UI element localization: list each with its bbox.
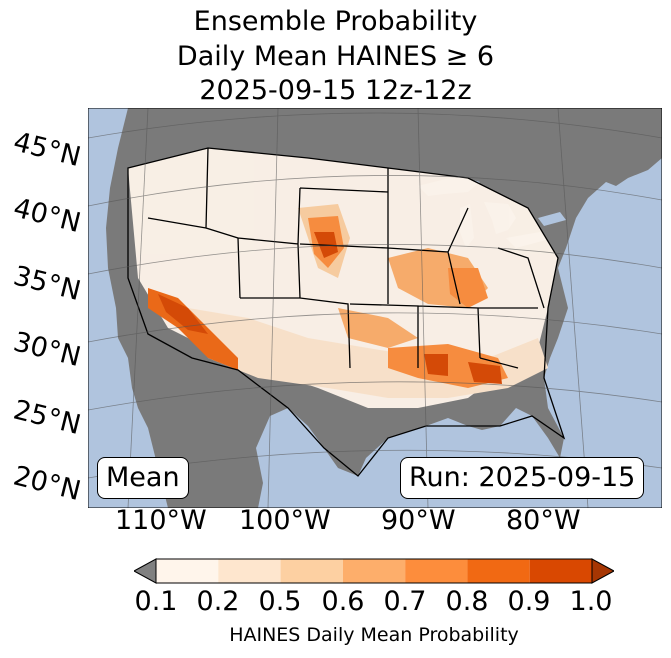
state-boundaries xyxy=(127,147,566,477)
colorbar-under-arrow xyxy=(134,558,157,584)
title-line-1: Ensemble Probability xyxy=(193,6,478,37)
colorbar-label: HAINES Daily Mean Probability xyxy=(229,624,519,646)
colorbar-segment xyxy=(342,559,406,583)
colorbar-tick: 0.7 xyxy=(383,586,427,617)
lon-label-80: 80°W xyxy=(506,505,581,536)
colorbar-tick: 0.1 xyxy=(134,586,178,617)
colorbar-tick: 0.8 xyxy=(445,586,489,617)
title-line-3: 2025-09-15 12z-12z xyxy=(199,75,472,106)
lat-label-25: 25°N xyxy=(10,394,84,442)
colorbar-tick: 0.5 xyxy=(258,586,302,617)
lon-label-110: 110°W xyxy=(115,505,207,536)
probability-map xyxy=(88,108,662,508)
colorbar-segment xyxy=(529,559,592,583)
lat-label-40: 40°N xyxy=(10,192,84,240)
colorbar-segment xyxy=(280,559,343,583)
lon-label-100: 100°W xyxy=(239,505,331,536)
colorbar xyxy=(134,558,614,584)
colorbar-segment xyxy=(218,559,281,583)
colorbar-segment xyxy=(156,559,219,583)
run-date-box: Run: 2025-09-15 xyxy=(400,457,645,499)
colorbar-segment xyxy=(467,559,530,583)
colorbar-tick: 0.9 xyxy=(507,586,551,617)
lat-label-35: 35°N xyxy=(10,260,84,308)
lat-label-30: 30°N xyxy=(10,326,84,374)
colorbar-segment xyxy=(405,559,468,583)
lon-label-90: 90°W xyxy=(381,505,456,536)
title-line-2: Daily Mean HAINES ≥ 6 xyxy=(176,41,495,72)
probability-field xyxy=(128,148,558,408)
baja-land xyxy=(146,334,192,430)
mean-label-box: Mean xyxy=(97,457,189,499)
colorbar-tick: 1.0 xyxy=(569,586,613,617)
lat-label-20: 20°N xyxy=(10,460,84,508)
colorbar-tick: 0.2 xyxy=(196,586,240,617)
colorbar-over-arrow xyxy=(591,558,614,584)
lat-label-45: 45°N xyxy=(10,126,84,174)
colorbar-tick: 0.6 xyxy=(321,586,365,617)
